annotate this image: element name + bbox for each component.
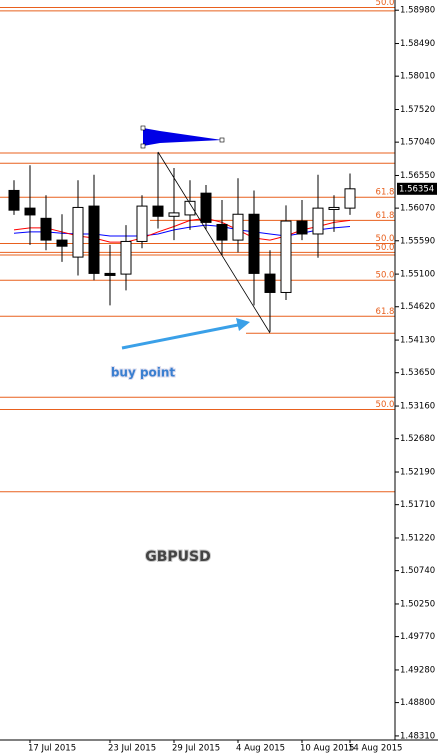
last-price-tag bbox=[397, 182, 437, 195]
handle bbox=[140, 143, 146, 149]
y-tick-label: 1.57520 bbox=[400, 105, 435, 115]
symbol: GBPUSD bbox=[145, 549, 211, 565]
y-tick-label: 1.53160 bbox=[400, 402, 435, 412]
y-tick-label: 1.52190 bbox=[400, 468, 435, 478]
candle-body bbox=[88, 205, 100, 274]
candle-body bbox=[216, 223, 228, 241]
plot bbox=[8, 152, 356, 332]
candle-body bbox=[232, 213, 244, 241]
candle-body bbox=[344, 188, 356, 209]
x-tick-label: 23 Jul 2015 bbox=[108, 744, 156, 754]
shape-object bbox=[143, 128, 222, 146]
candle-body bbox=[152, 205, 164, 217]
level-label: 50.0 bbox=[376, 234, 395, 244]
levels: 50.061.861.850.050.050.061.850.0 bbox=[0, 0, 395, 493]
y-tick-label: 1.57040 bbox=[400, 138, 435, 148]
y-tick-label: 1.48800 bbox=[400, 698, 435, 708]
arrow-head bbox=[236, 318, 250, 331]
candle-body bbox=[200, 192, 212, 223]
candle-body bbox=[136, 205, 148, 242]
candle-body bbox=[184, 200, 196, 216]
candle-body bbox=[104, 272, 116, 276]
trend-line bbox=[157, 151, 271, 334]
candle-body bbox=[56, 239, 68, 247]
x-tick-label: 10 Aug 2015 bbox=[300, 744, 354, 754]
y-tick-label: 1.56550 bbox=[400, 171, 435, 181]
candle-body bbox=[8, 189, 20, 211]
candle-body bbox=[168, 212, 180, 217]
level-label: 50.0 bbox=[376, 400, 395, 410]
level-label: 50.0 bbox=[376, 243, 395, 253]
candle-body bbox=[72, 206, 84, 258]
level-label: 61.8 bbox=[376, 307, 395, 317]
level-label: 61.8 bbox=[376, 188, 395, 198]
last-price-label: 1.56354 bbox=[399, 184, 434, 194]
level-label: 61.8 bbox=[376, 211, 395, 221]
y-tick-label: 1.55100 bbox=[400, 270, 435, 280]
candle-body bbox=[248, 213, 260, 274]
candle-body bbox=[120, 240, 132, 275]
candle-body bbox=[24, 207, 36, 216]
handle bbox=[140, 125, 146, 131]
y-tick-label: 1.56070 bbox=[400, 204, 435, 214]
handle bbox=[219, 137, 225, 143]
candle-body bbox=[312, 207, 324, 235]
y-tick-label: 1.54130 bbox=[400, 336, 435, 346]
candle-body bbox=[264, 273, 276, 293]
arrow bbox=[121, 323, 239, 350]
y-tick-label: 1.51710 bbox=[400, 500, 435, 510]
y-tick-label: 1.58980 bbox=[400, 6, 435, 16]
y-tick-label: 1.52680 bbox=[400, 434, 435, 444]
y-tick-label: 1.55590 bbox=[400, 236, 435, 246]
y-tick-label: 1.50250 bbox=[400, 599, 435, 609]
x-tick-label: 29 Jul 2015 bbox=[172, 744, 220, 754]
annotation: buy point bbox=[111, 366, 176, 380]
candle-body bbox=[40, 217, 52, 241]
y-tick-label: 1.50740 bbox=[400, 566, 435, 576]
moving-average bbox=[13, 217, 351, 243]
level-label: 50.0 bbox=[376, 271, 395, 281]
y-tick-label: 1.54620 bbox=[400, 302, 435, 312]
y-tick-label: 1.51220 bbox=[400, 533, 435, 543]
candle-body bbox=[328, 206, 340, 210]
y-tick-label: 1.58010 bbox=[400, 72, 435, 82]
x-tick-label: 14 Aug 2015 bbox=[348, 744, 402, 754]
y-tick-label: 1.49770 bbox=[400, 632, 435, 642]
candle-body bbox=[296, 220, 308, 235]
y-tick-label: 1.48310 bbox=[400, 731, 435, 741]
y-tick-label: 1.58490 bbox=[400, 39, 435, 49]
candle-body bbox=[280, 220, 292, 293]
y-tick-label: 1.53650 bbox=[400, 368, 435, 378]
y-tick-label: 1.49280 bbox=[400, 665, 435, 675]
axes: 1.58980 1.58490 1.58010 1.57520 1.57040 1.565… bbox=[28, 6, 437, 754]
level-label: 50.0 bbox=[376, 0, 395, 8]
x-tick-label: 17 Jul 2015 bbox=[28, 744, 76, 754]
x-tick-label: 4 Aug 2015 bbox=[236, 744, 285, 754]
